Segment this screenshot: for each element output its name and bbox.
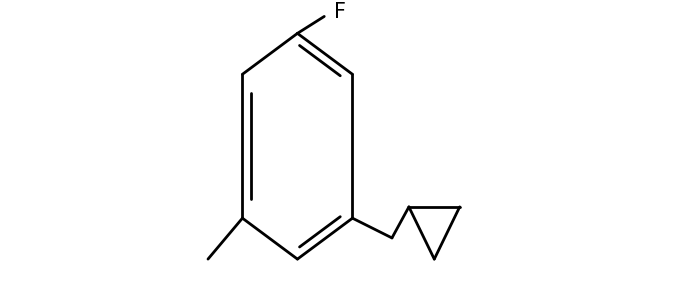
Text: F: F <box>334 2 346 22</box>
